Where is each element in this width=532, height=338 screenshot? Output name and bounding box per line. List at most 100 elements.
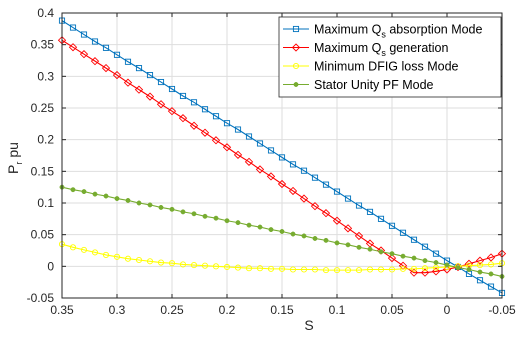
data-point <box>290 231 296 237</box>
data-point <box>266 172 276 181</box>
data-point <box>388 222 396 229</box>
data-point <box>180 209 186 215</box>
data-point <box>200 128 210 137</box>
data-point <box>356 244 362 250</box>
data-point <box>169 206 175 212</box>
data-point <box>488 271 494 277</box>
y-tick-label: 0.2 <box>37 133 54 147</box>
data-point <box>145 92 155 101</box>
legend-marker <box>293 82 299 87</box>
data-point <box>245 133 253 140</box>
x-tick-label: 0.35 <box>50 303 74 317</box>
data-point <box>288 186 298 196</box>
y-axis-label-main: P <box>5 165 21 174</box>
data-point <box>79 50 89 59</box>
legend-label-rest: absorption Mode <box>386 23 483 37</box>
legend-label: Stator Unity PF Mode <box>314 78 434 92</box>
y-tick-label: 0.3 <box>37 69 54 83</box>
data-point <box>366 208 374 215</box>
data-point <box>410 265 418 272</box>
data-point <box>278 265 286 272</box>
data-point <box>90 56 100 66</box>
legend-item: Minimum DFIG loss Mode <box>283 60 459 74</box>
data-point <box>344 195 352 202</box>
y-axis-label-unit: pu <box>5 142 21 158</box>
data-point <box>92 191 98 197</box>
series-group <box>58 17 506 296</box>
data-point <box>212 263 220 270</box>
data-point <box>267 147 275 154</box>
data-point <box>312 236 318 241</box>
data-point <box>222 143 232 152</box>
data-point <box>420 268 430 277</box>
data-point <box>400 253 406 259</box>
data-point <box>168 85 176 93</box>
y-tick-label: 0.35 <box>31 38 55 52</box>
legend-label: Maximum Qs absorption Mode <box>314 23 483 40</box>
data-point <box>431 267 441 276</box>
data-point <box>333 188 341 195</box>
legend-label-sub: s <box>381 48 386 58</box>
data-point <box>256 265 264 272</box>
data-point <box>255 165 265 174</box>
data-point <box>114 196 120 202</box>
legend-label-sub: s <box>381 30 386 40</box>
series-group <box>59 184 505 279</box>
x-tick-label: 0.3 <box>109 303 126 317</box>
data-point <box>167 107 177 116</box>
legend-label-main: Stator Unity PF Mode <box>314 78 434 92</box>
data-point <box>157 78 165 86</box>
data-point <box>146 72 154 79</box>
data-point <box>80 246 88 253</box>
legend-label-main: Maximum Q <box>314 41 382 55</box>
x-tick-label: 0.05 <box>380 303 404 317</box>
data-point <box>268 227 274 233</box>
legend-label-main: Maximum Q <box>314 23 382 37</box>
data-point <box>234 126 242 133</box>
data-point <box>476 262 484 269</box>
data-point <box>156 100 166 109</box>
legend-item: Maximum Qs generation <box>283 41 448 58</box>
data-point <box>245 265 253 272</box>
data-point <box>311 266 319 273</box>
data-point <box>70 187 76 193</box>
data-point <box>421 265 429 272</box>
data-point <box>123 78 133 87</box>
y-axis-label-sub: r <box>14 162 24 165</box>
data-point <box>476 277 484 284</box>
data-point <box>477 269 483 275</box>
data-point <box>124 58 132 65</box>
x-tick-label: 0.2 <box>219 303 236 317</box>
data-point <box>102 44 110 51</box>
data-point <box>256 140 264 147</box>
data-point <box>224 218 230 224</box>
data-point <box>322 267 330 274</box>
data-point <box>68 43 78 52</box>
data-point <box>112 70 122 80</box>
data-point <box>223 263 231 271</box>
data-point <box>422 258 428 264</box>
data-point <box>486 253 496 262</box>
data-point <box>278 154 286 161</box>
data-point <box>158 204 164 210</box>
data-point <box>409 268 419 277</box>
data-point <box>277 179 287 189</box>
data-point <box>344 267 352 274</box>
data-point <box>201 106 209 113</box>
data-point <box>223 120 231 127</box>
legend-item: Stator Unity PF Mode <box>283 78 434 92</box>
legend-marker <box>291 43 301 52</box>
data-point <box>367 246 373 252</box>
data-point <box>300 266 308 273</box>
data-point <box>421 243 429 250</box>
legend-marker <box>292 25 300 33</box>
data-point <box>201 262 209 269</box>
data-point <box>113 51 121 58</box>
data-point <box>355 202 363 209</box>
data-point <box>289 161 297 168</box>
data-point <box>432 250 440 257</box>
data-point <box>80 31 88 38</box>
data-point <box>388 266 396 273</box>
